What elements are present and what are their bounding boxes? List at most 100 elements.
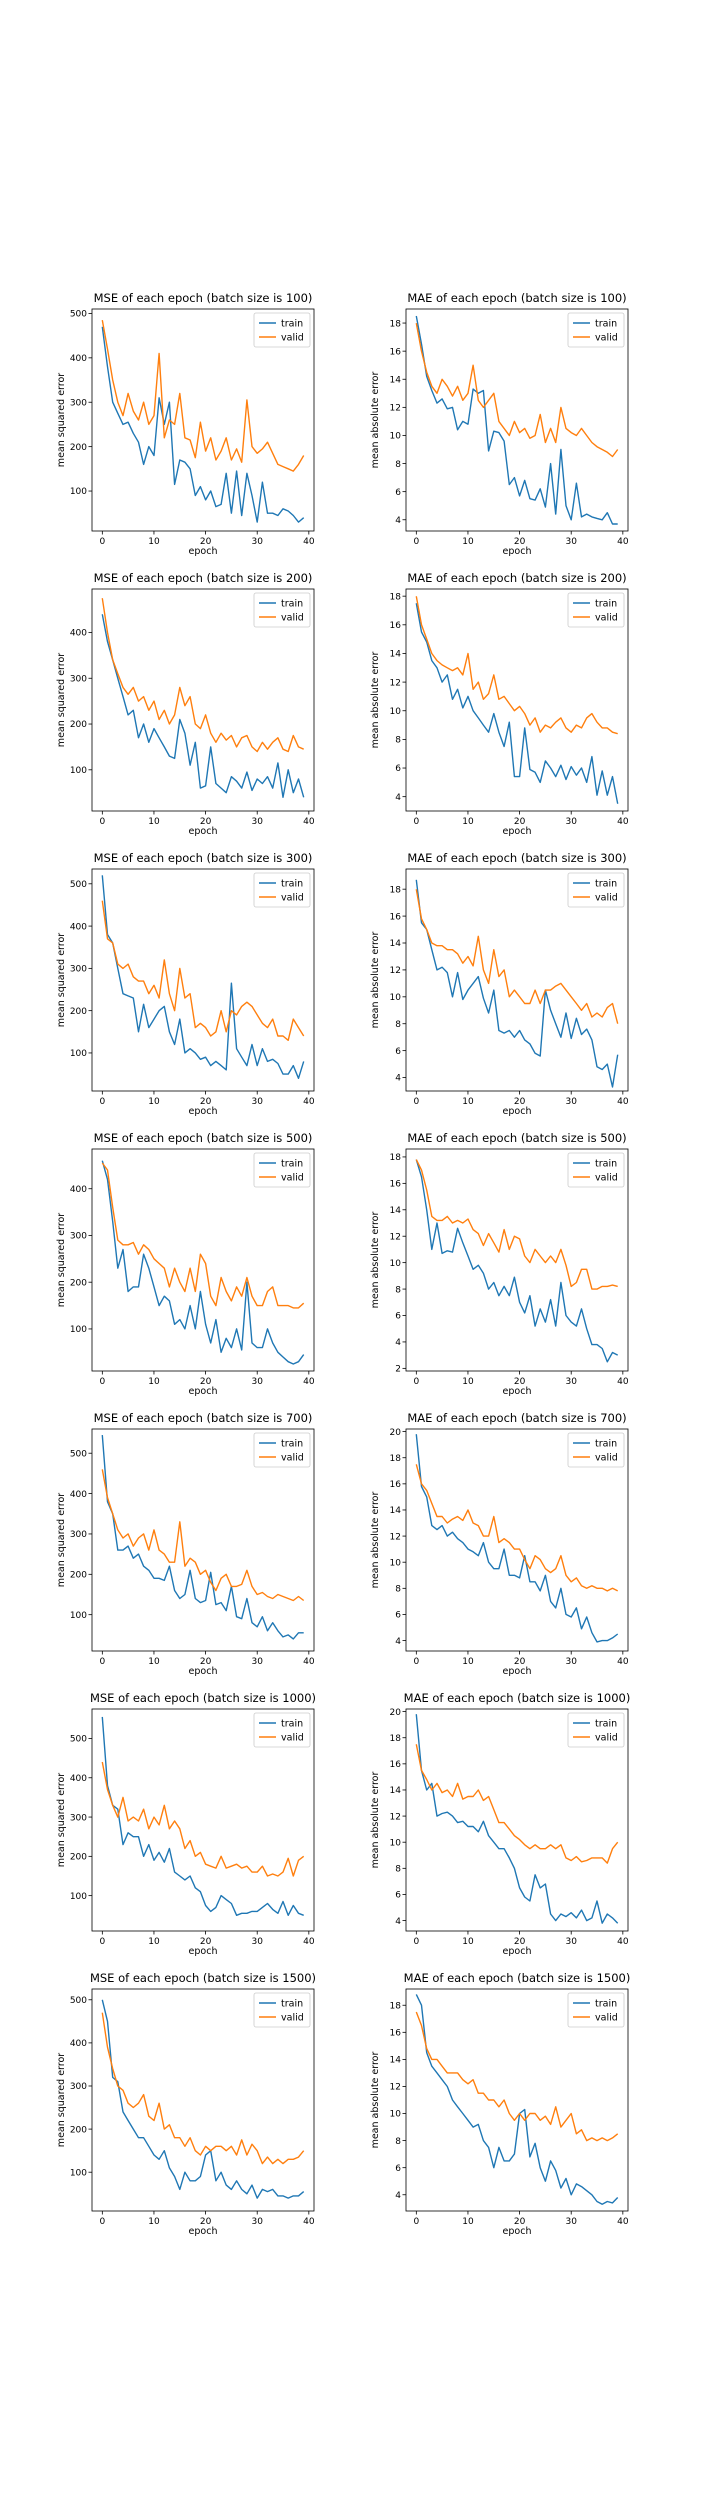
- y-tick-label: 16: [390, 1760, 402, 1770]
- y-tick-label: 16: [390, 1180, 402, 1190]
- y-tick-label: 200: [70, 720, 87, 730]
- legend-label-train: train: [595, 1718, 617, 1729]
- legend-label-train: train: [595, 878, 617, 889]
- x-tick-label: 40: [303, 1937, 315, 1947]
- y-tick-label: 6: [395, 1891, 401, 1901]
- legend: train valid: [568, 593, 624, 627]
- y-tick-label: 100: [70, 1325, 87, 1335]
- y-tick-label: 100: [70, 2168, 87, 2178]
- y-tick-label: 18: [390, 1734, 402, 1744]
- legend: train valid: [254, 1153, 310, 1187]
- x-tick-label: 10: [462, 1937, 474, 1947]
- y-tick-label: 200: [70, 1007, 87, 1017]
- legend-label-valid: valid: [281, 612, 304, 623]
- y-tick-label: 12: [390, 1812, 401, 1822]
- y-tick-label: 8: [395, 1585, 401, 1595]
- x-tick-label: 0: [99, 817, 105, 827]
- y-tick-label: 300: [70, 1530, 87, 1540]
- subplot-10: MSE of each epoch (batch size is 1000)0 1…: [56, 1691, 316, 1957]
- y-axis-label: mean squared error: [56, 1773, 67, 1867]
- series-line-valid: [102, 901, 303, 1041]
- x-tick-label: 40: [303, 1377, 315, 1387]
- series-line-valid: [416, 889, 617, 1024]
- x-axis-label: epoch: [189, 1106, 218, 1117]
- x-tick-label: 30: [251, 1937, 263, 1947]
- chart-title: MAE of each epoch (batch size is 700): [407, 1411, 626, 1425]
- y-tick-label: 200: [70, 1571, 87, 1581]
- chart-title: MAE of each epoch (batch size is 200): [407, 571, 626, 585]
- y-tick-label: 12: [390, 2083, 401, 2093]
- y-tick-label: 500: [70, 1996, 87, 2006]
- x-tick-label: 40: [303, 1097, 315, 1107]
- series-line-train: [102, 614, 303, 797]
- x-tick-label: 0: [99, 2217, 105, 2227]
- legend: train valid: [254, 1433, 310, 1467]
- x-tick-label: 40: [303, 1657, 315, 1667]
- y-tick-label: 12: [390, 678, 401, 688]
- x-tick-label: 0: [413, 1377, 419, 1387]
- legend-label-train: train: [595, 318, 617, 329]
- y-tick-label: 200: [70, 2125, 87, 2135]
- x-tick-label: 10: [148, 1657, 160, 1667]
- y-tick-label: 300: [70, 965, 87, 975]
- x-tick-label: 0: [99, 1657, 105, 1667]
- series-line-valid: [102, 2013, 303, 2164]
- y-tick-label: 10: [390, 1838, 402, 1848]
- y-tick-label: 16: [390, 1480, 402, 1490]
- y-tick-label: 8: [395, 1020, 401, 1030]
- x-tick-label: 30: [565, 817, 577, 827]
- x-axis-label: epoch: [503, 1666, 532, 1677]
- y-tick-label: 14: [390, 2056, 402, 2066]
- y-axis-label: mean squared error: [56, 1213, 67, 1307]
- series-line-train: [416, 603, 617, 804]
- legend: train valid: [568, 873, 624, 907]
- y-tick-label: 500: [70, 1449, 87, 1459]
- legend-label-train: train: [281, 1998, 303, 2009]
- y-tick-label: 2: [395, 1365, 401, 1375]
- legend: train valid: [254, 1713, 310, 1747]
- y-tick-label: 10: [390, 993, 402, 1003]
- x-tick-label: 0: [99, 1097, 105, 1107]
- y-tick-label: 18: [390, 2001, 402, 2011]
- x-tick-label: 30: [565, 1937, 577, 1947]
- y-tick-label: 14: [390, 1786, 402, 1796]
- legend: train valid: [254, 593, 310, 627]
- legend-label-valid: valid: [595, 892, 618, 903]
- legend: train valid: [568, 1993, 624, 2027]
- legend-label-valid: valid: [281, 1452, 304, 1463]
- legend: train valid: [568, 313, 624, 347]
- chart-title: MAE of each epoch (batch size is 500): [407, 1131, 626, 1145]
- legend-label-train: train: [595, 598, 617, 609]
- y-tick-label: 6: [395, 1312, 401, 1322]
- y-tick-label: 4: [395, 1637, 401, 1647]
- x-axis-label: epoch: [189, 826, 218, 837]
- legend-label-train: train: [281, 878, 303, 889]
- y-axis-label: mean absolute error: [370, 2051, 381, 2148]
- y-tick-label: 14: [390, 375, 402, 385]
- y-tick-label: 200: [70, 1853, 87, 1863]
- x-tick-label: 0: [99, 537, 105, 547]
- y-tick-label: 6: [395, 488, 401, 498]
- x-tick-label: 10: [148, 1097, 160, 1107]
- chart-title: MSE of each epoch (batch size is 100): [94, 291, 313, 305]
- x-axis-label: epoch: [189, 546, 218, 557]
- x-tick-label: 30: [565, 1377, 577, 1387]
- x-axis-label: epoch: [503, 2226, 532, 2237]
- subplot-9: MAE of each epoch (batch size is 700) 0 10…: [370, 1411, 629, 1677]
- x-axis-label: epoch: [189, 1386, 218, 1397]
- y-tick-label: 12: [390, 404, 401, 414]
- y-tick-label: 4: [395, 793, 401, 803]
- x-axis-label: epoch: [189, 1946, 218, 1957]
- subplot-5: MAE of each epoch (batch size is 300)0 10…: [370, 851, 629, 1117]
- y-tick-label: 18: [390, 319, 402, 329]
- x-tick-label: 0: [99, 1937, 105, 1947]
- y-tick-label: 400: [70, 922, 87, 932]
- x-tick-label: 0: [413, 1937, 419, 1947]
- y-tick-label: 12: [390, 1532, 401, 1542]
- x-tick-label: 10: [462, 2217, 474, 2227]
- y-tick-label: 8: [395, 460, 401, 470]
- y-tick-label: 8: [395, 736, 401, 746]
- y-axis-label: mean squared error: [56, 2053, 67, 2147]
- y-tick-label: 4: [395, 1338, 401, 1348]
- x-axis-label: epoch: [189, 2226, 218, 2237]
